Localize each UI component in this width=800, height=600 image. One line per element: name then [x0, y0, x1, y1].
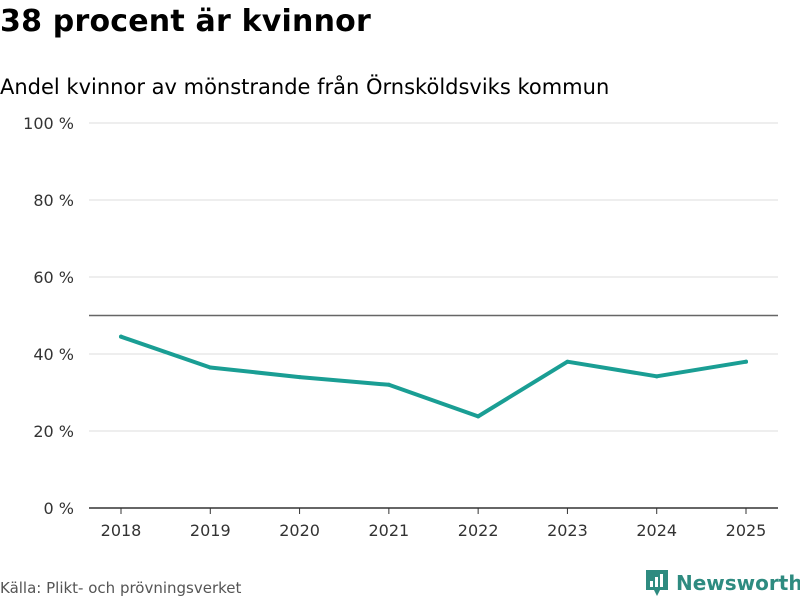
- data-point-2020: [297, 375, 302, 380]
- data-point-2019: [208, 365, 213, 370]
- brand-logo[interactable]: Newsworthy: [644, 568, 800, 598]
- y-tick-label: 80 %: [33, 191, 74, 210]
- chart-title: 38 procent är kvinnor: [0, 4, 371, 39]
- x-tick-label: 2019: [190, 521, 231, 540]
- y-tick-label: 100 %: [23, 114, 74, 133]
- x-tick-label: 2021: [368, 521, 409, 540]
- data-point-2025: [744, 359, 748, 364]
- y-tick-label: 20 %: [33, 422, 74, 441]
- x-tick-label: 2024: [636, 521, 677, 540]
- y-tick-label: 40 %: [33, 345, 74, 364]
- x-tick-label: 2022: [458, 521, 499, 540]
- data-point-2018: [119, 334, 123, 339]
- data-point-2024: [654, 374, 659, 379]
- chart-subtitle: Andel kvinnor av mönstrande från Örnsköl…: [0, 75, 610, 99]
- series-line: [119, 334, 748, 419]
- y-tick-label: 60 %: [33, 268, 74, 287]
- data-point-2022: [476, 414, 481, 419]
- y-tick-label: 0 %: [44, 499, 74, 518]
- source-note: Källa: Plikt- och prövningsverket: [0, 579, 242, 597]
- data-point-2021: [386, 382, 391, 387]
- brand-name: Newsworthy: [676, 571, 800, 595]
- x-tick-label: 2023: [547, 521, 588, 540]
- data-point-2023: [565, 359, 570, 364]
- x-tick-label: 2018: [101, 521, 142, 540]
- x-tick-label: 2020: [279, 521, 320, 540]
- x-tick-label: 2025: [726, 521, 767, 540]
- newsworthy-logo-icon: [646, 570, 668, 596]
